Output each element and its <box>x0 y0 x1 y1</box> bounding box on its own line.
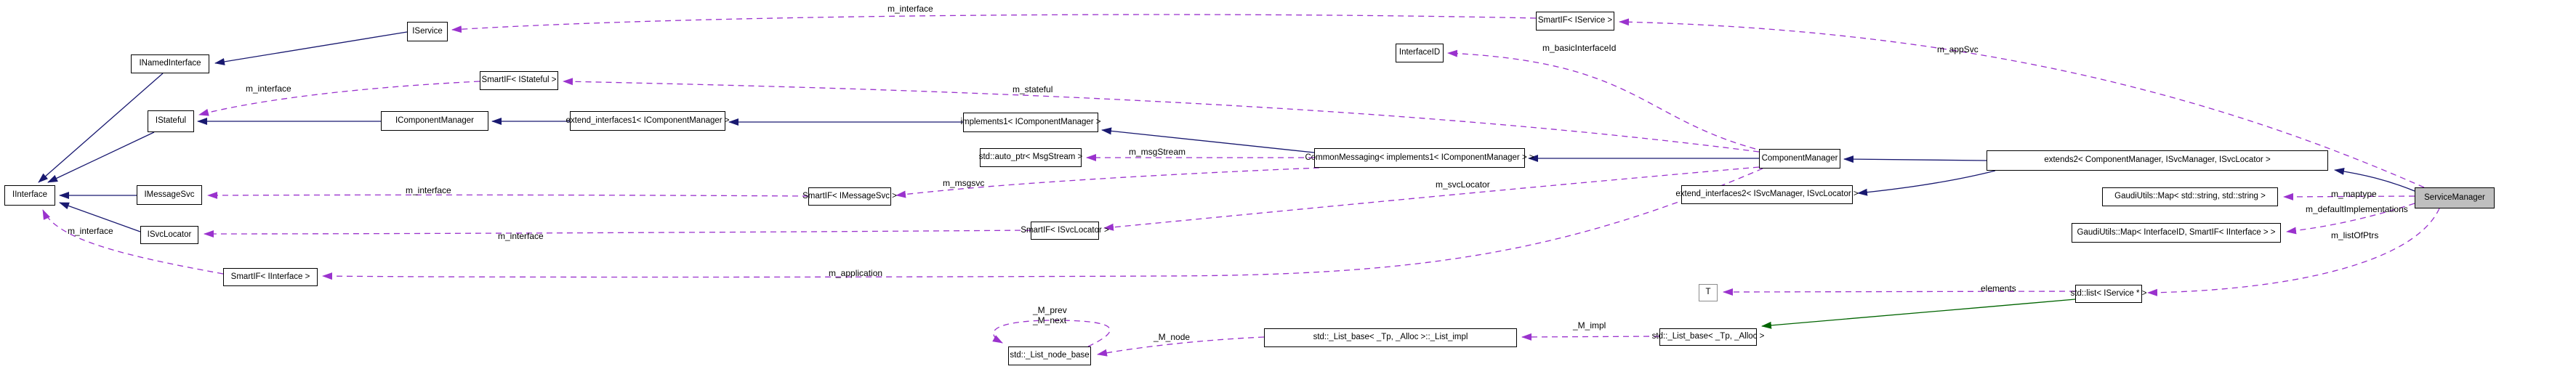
edge-inherit-extends2-to-extendinterfaces2 <box>1857 170 1996 196</box>
node-smartif-iservice[interactable]: SmartIF< IService > <box>1536 12 1614 31</box>
edge-label-m-stateful: m_stateful <box>1013 84 1053 94</box>
node-std-list-impl[interactable]: std::_List_base< _Tp, _Alloc >::_List_im… <box>1264 328 1517 347</box>
edge-label-m-next: _M_next <box>1033 315 1067 325</box>
edge-inherit-commonmessaging-to-implements1 <box>1101 127 1315 153</box>
edge-label-m-interface-imessagesvc: m_interface <box>406 185 451 195</box>
edge-label-m-node: _M_node <box>1154 332 1191 342</box>
edge-label-m-interface-istateful: m_interface <box>246 84 291 94</box>
edge-label-m-defaultimplementations: m_defaultImplementations <box>2306 204 2408 214</box>
edge-label-m-interface-isvclocator: m_interface <box>498 231 544 241</box>
node-smartif-iinterface[interactable]: SmartIF< IInterface > <box>223 268 318 286</box>
node-componentmanager[interactable]: ComponentManager <box>1759 149 1840 169</box>
edge-usage-smartifistateful-to-istateful <box>198 81 480 116</box>
edge-usage-componentmanager-to-smartifistateful <box>563 78 1760 153</box>
edge-label-m-msgstream: m_msgStream <box>1129 147 1186 157</box>
edge-usage-listimpl-to-listnodebase <box>1097 336 1265 357</box>
edge-usage-smartifimessagesvc-to-imessagesvc <box>207 191 809 199</box>
node-interfaceid[interactable]: InterfaceID <box>1396 44 1444 62</box>
edge-inherit-iservice-to-inamedinterface <box>214 31 408 65</box>
node-icomponentmanager[interactable]: IComponentManager <box>381 111 488 131</box>
node-std-list-iservice[interactable]: std::list< IService * > <box>2071 285 2146 303</box>
node-gaudiutils-map-string[interactable]: GaudiUtils::Map< std::string, std::strin… <box>2102 187 2278 206</box>
edge-label-m-interface-iservice: m_interface <box>887 4 933 14</box>
edge-label-m-basicinterfaceid: m_basicInterfaceId <box>1542 43 1617 53</box>
edge-label-m-svclocator: m_svcLocator <box>1436 179 1490 190</box>
node-extend-interfaces2[interactable]: extend_interfaces2< ISvcManager, ISvcLoc… <box>1675 185 1859 204</box>
node-iinterface[interactable]: IInterface <box>4 185 55 206</box>
edge-inherit-servicemanager-to-extends2 <box>2334 167 2415 192</box>
edge-label-elements: elements <box>1981 283 2016 293</box>
node-implements1[interactable]: implements1< IComponentManager > <box>960 113 1101 132</box>
edge-label-m-listofptrs: m_listOfPtrs <box>2331 230 2379 240</box>
node-isvclocator[interactable]: ISvcLocator <box>140 226 198 244</box>
node-commonmessaging[interactable]: CommonMessaging< implements1< IComponent… <box>1305 148 1534 168</box>
edge-usage-stdlist-to-t <box>1723 288 2076 296</box>
edge-usage-listnodebase-self-loop <box>992 320 1111 347</box>
edge-inherit-istateful-to-iinterface <box>47 131 155 183</box>
edge-label-m-appsvc: m_appSvc <box>1937 44 1979 54</box>
node-smartif-istateful[interactable]: SmartIF< IStateful > <box>480 71 558 90</box>
edge-usage-commonmessaging-to-smartifimessagesvc <box>895 167 1320 198</box>
edge-label-m-maptype: m_maptype <box>2331 189 2377 199</box>
edge-usage-componentmanager-to-interfaceid <box>1447 49 1756 150</box>
edge-usage-servicemanager-to-mapinterfaceid <box>2286 203 2415 235</box>
edge-usage-servicemanager-to-smartifiservice <box>1619 18 2425 188</box>
edge-usage-componentmanager-to-smartifisvclocator <box>1103 166 1760 231</box>
edge-usage-smartifisvclocator-to-isvclocator <box>204 230 1031 238</box>
edge-usage-componentmanager-to-smartifiinterface <box>322 168 1763 280</box>
edge-inherit-isvclocator-to-iinterface <box>59 202 141 232</box>
node-gaudiutils-map-interfaceid[interactable]: GaudiUtils::Map< InterfaceID, SmartIF< I… <box>2072 223 2281 243</box>
node-std-list-node-base[interactable]: std::_List_node_base <box>1008 346 1091 365</box>
node-iservice[interactable]: IService <box>407 22 448 41</box>
edge-inherit-inamedinterface-to-iinterface <box>38 73 164 183</box>
edge-label-m-application: m_application <box>829 268 883 278</box>
node-istateful[interactable]: IStateful <box>148 110 194 132</box>
edge-label-m-prev: _M_prev <box>1033 305 1067 315</box>
edge-label-m-interface-iinterface: m_interface <box>68 226 113 236</box>
node-template-param-t: T <box>1699 284 1718 301</box>
node-extend-interfaces1[interactable]: extend_interfaces1< IComponentManager > <box>565 111 730 131</box>
edge-usage-listbase-to-listimpl <box>1521 333 1660 341</box>
edge-label-m-msgsvc: m_msgsvc <box>943 178 985 188</box>
node-imessagesvc[interactable]: IMessageSvc <box>137 185 202 205</box>
node-inamedinterface[interactable]: INamedInterface <box>131 54 209 73</box>
edge-inherit-extends2-to-componentmanager <box>1843 155 1987 163</box>
node-servicemanager: ServiceManager <box>2415 187 2495 208</box>
node-std-list-base[interactable]: std::_List_base< _Tp, _Alloc > <box>1652 328 1764 346</box>
edge-usage-servicemanager-to-stdlist <box>2147 208 2440 296</box>
node-extends2[interactable]: extends2< ComponentManager, ISvcManager,… <box>1987 150 2328 171</box>
edge-usage-servicemanager-to-mapstring <box>2283 192 2415 200</box>
node-auto-ptr-msgstream[interactable]: std::auto_ptr< MsgStream > <box>979 148 1082 167</box>
edge-protect-stdlist-to-listbase <box>1761 299 2076 329</box>
node-smartif-imessagesvc[interactable]: SmartIF< IMessageSvc > <box>802 187 897 206</box>
edge-label-m-impl: _M_impl <box>1573 320 1606 331</box>
edge-usage-smartifiservice-to-iservice <box>451 14 1537 33</box>
node-smartif-isvclocator[interactable]: SmartIF< ISvcLocator > <box>1021 222 1109 240</box>
edge-usage-smartifiinterface-to-iinterface <box>42 209 224 275</box>
